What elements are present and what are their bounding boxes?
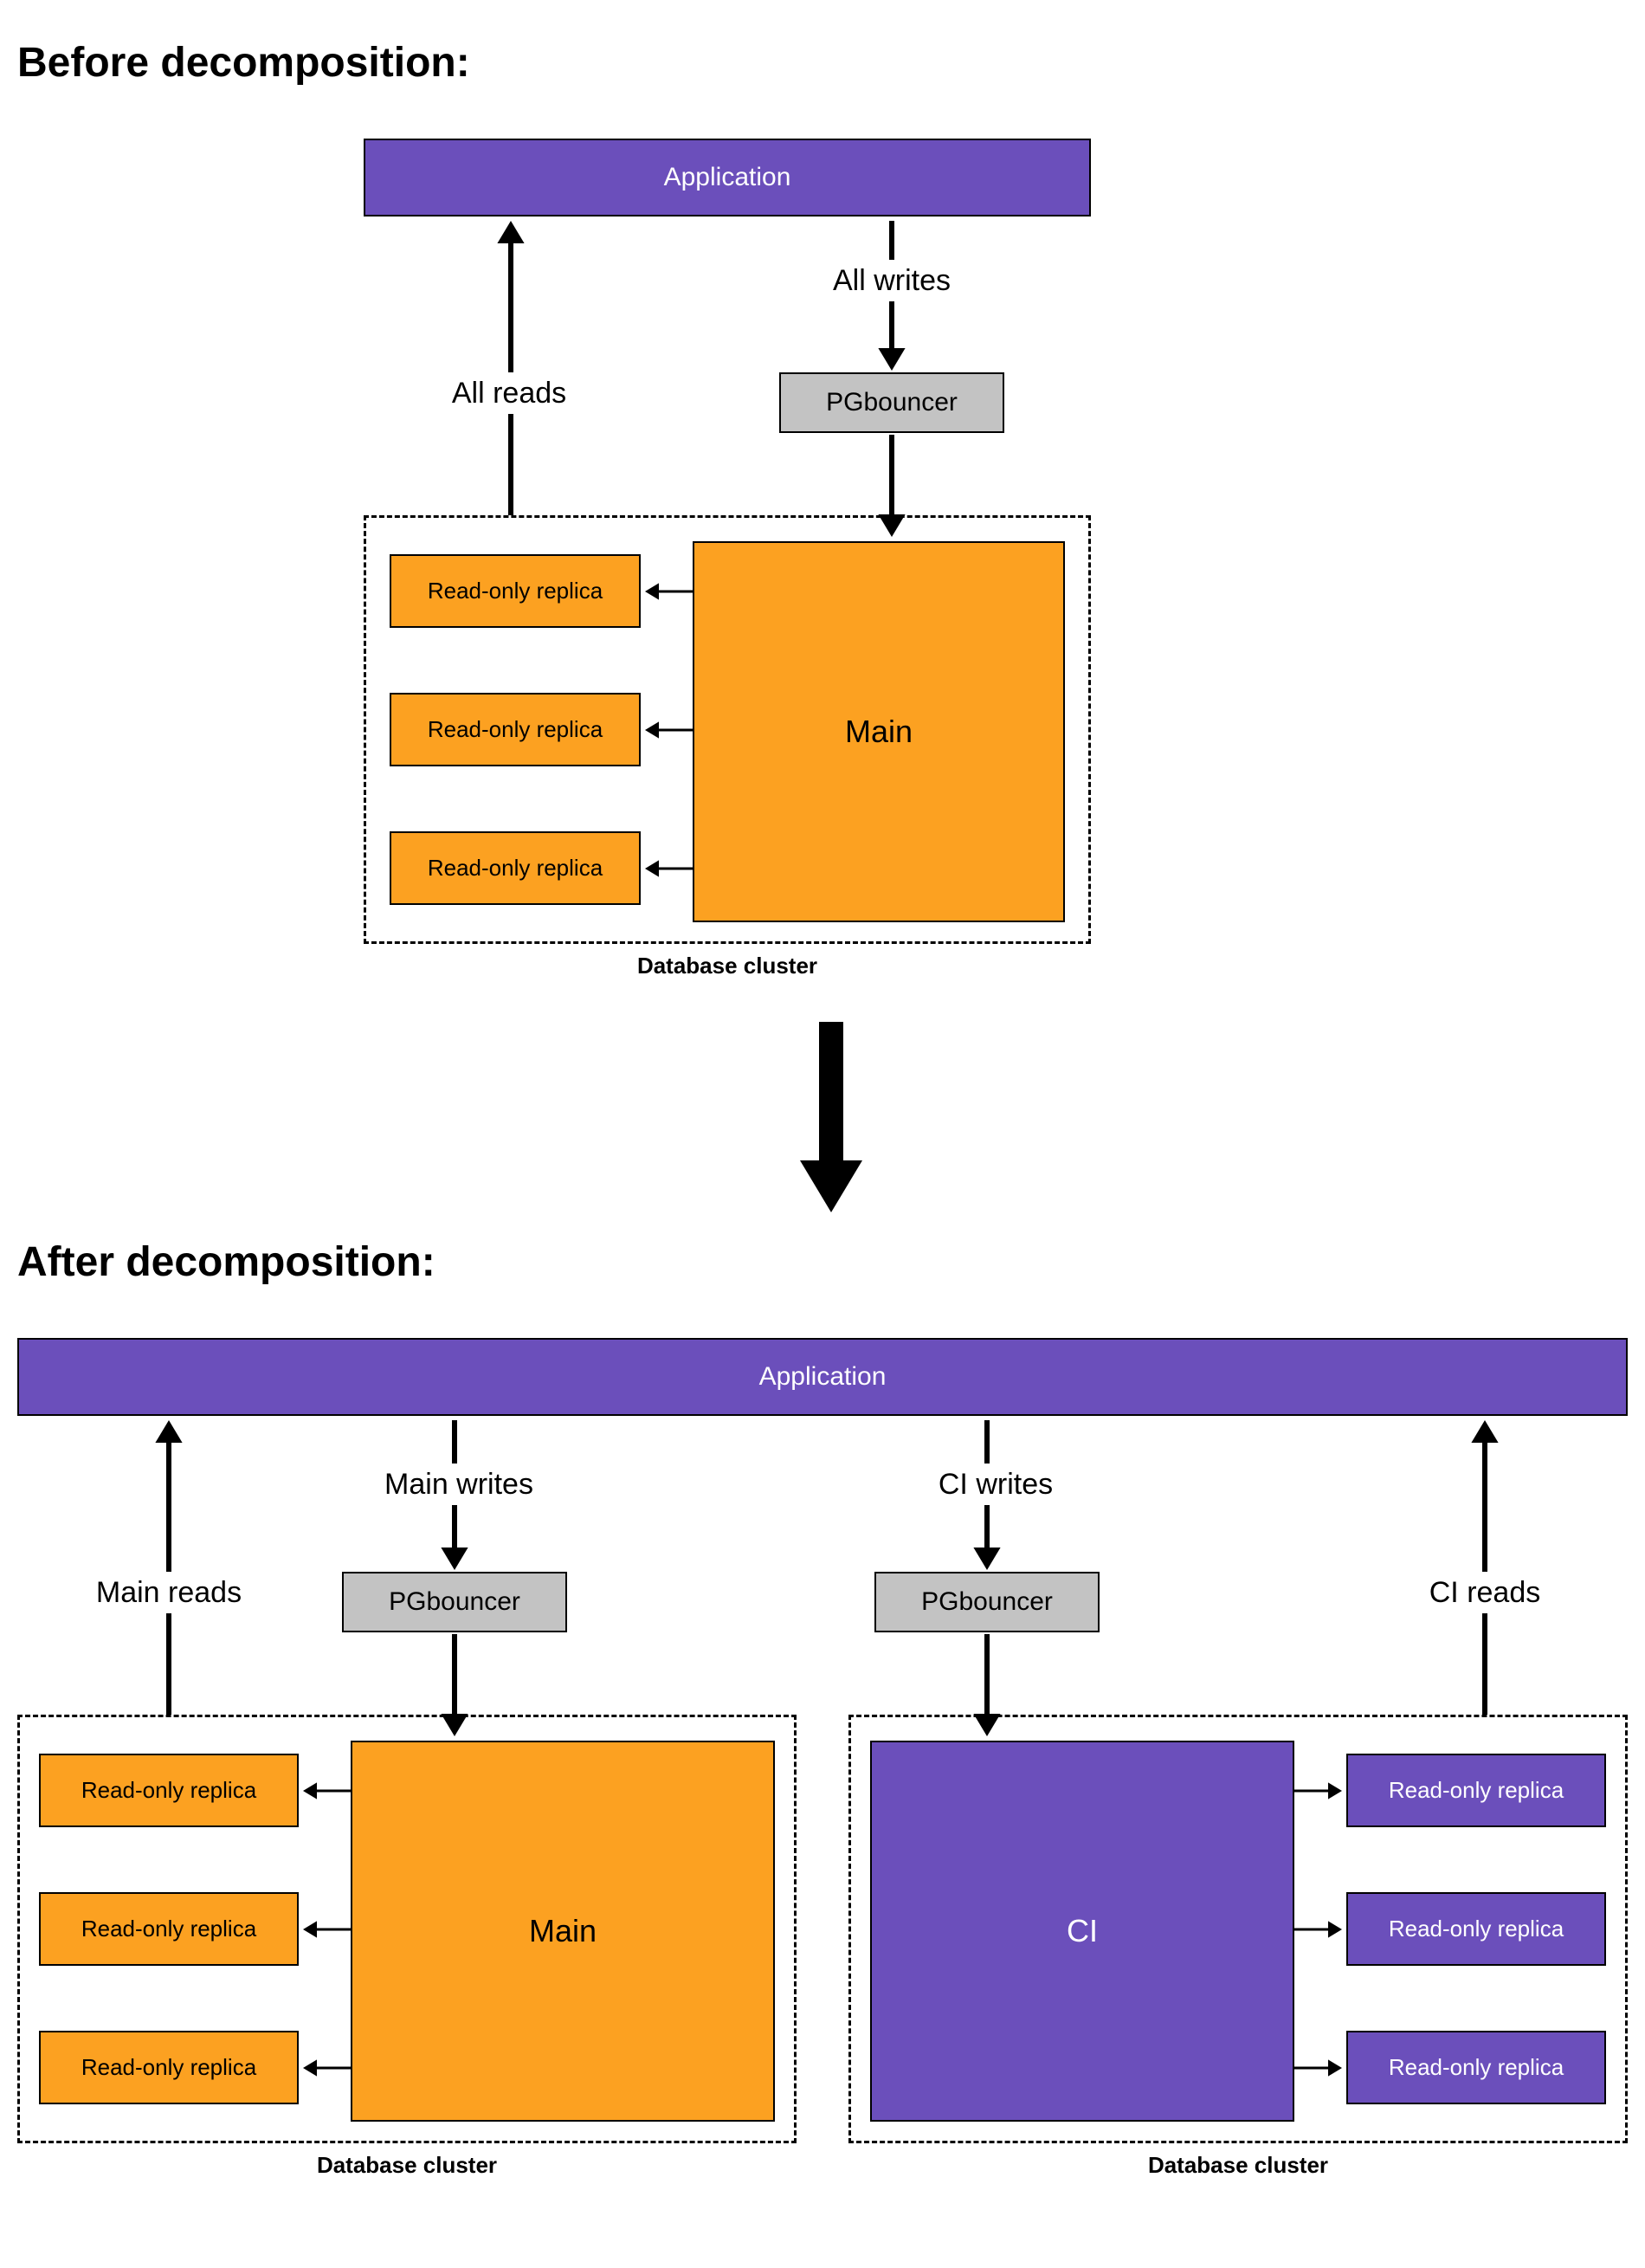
after-pgbouncer-ci-box: PGbouncer [874,1572,1100,1632]
after-application-box: Application [17,1338,1628,1416]
after-pgbouncer-main-box: PGbouncer [342,1572,567,1632]
after-main-writes-label: Main writes [359,1464,558,1505]
before-pgbouncer-box: PGbouncer [779,372,1004,433]
after-ci-reads-label: CI reads [1407,1572,1563,1613]
after-main-replica-box-2: Read-only replica [39,1892,299,1966]
after-ci-db-cluster-label: Database cluster [848,2152,1628,2187]
after-main-db-box: Main [351,1741,775,2122]
after-ci-writes-label: CI writes [913,1464,1078,1505]
before-replica-box-3: Read-only replica [390,831,641,905]
before-db-cluster-label: Database cluster [364,953,1091,987]
after-main-db-cluster-label: Database cluster [17,2152,797,2187]
after-main-replica-box-3: Read-only replica [39,2031,299,2104]
before-replica-box-2: Read-only replica [390,693,641,766]
before-all-reads-label: All reads [431,372,587,414]
after-main-replica-box-1: Read-only replica [39,1754,299,1827]
before-main-db-box: Main [693,541,1065,922]
heading-before: Before decomposition: [17,39,797,91]
after-ci-replica-box-3: Read-only replica [1346,2031,1606,2104]
before-all-writes-label: All writes [810,260,974,301]
after-ci-replica-box-2: Read-only replica [1346,1892,1606,1966]
before-application-box: Application [364,139,1091,216]
heading-after: After decomposition: [17,1238,797,1290]
after-ci-db-box: CI [870,1741,1294,2122]
before-replica-box-1: Read-only replica [390,554,641,628]
after-ci-replica-box-1: Read-only replica [1346,1754,1606,1827]
after-main-reads-label: Main reads [74,1572,264,1613]
